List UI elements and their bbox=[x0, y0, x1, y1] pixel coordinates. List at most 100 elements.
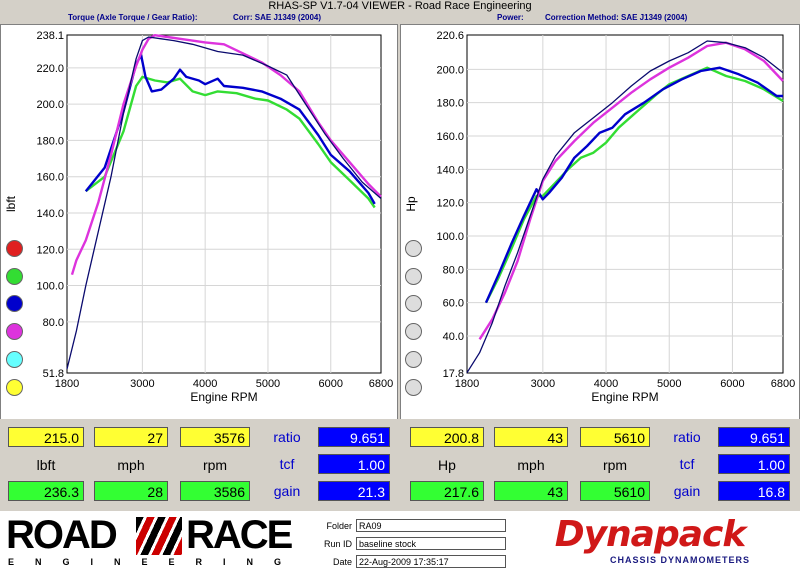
tcf-value: 1.00 bbox=[318, 454, 390, 474]
run-toggle-6-empty[interactable] bbox=[405, 379, 422, 396]
logo-engineering-text: ENGINEERING bbox=[8, 557, 303, 567]
y-tick-label: 200.0 bbox=[36, 99, 64, 111]
x-axis-label: Engine RPM bbox=[591, 390, 658, 404]
rpm-unit-label: rpm bbox=[202, 457, 228, 473]
plot-frame bbox=[66, 34, 382, 374]
run-id-label: Run ID bbox=[323, 539, 352, 549]
run-toggle-5-empty[interactable] bbox=[405, 351, 422, 368]
series-line-4 bbox=[466, 40, 784, 374]
torque-cursor-value: 215.0 bbox=[8, 427, 84, 447]
series-line-2 bbox=[84, 53, 376, 205]
speed-unit-label-right: mph bbox=[517, 457, 545, 473]
y-axis-label: Hp bbox=[404, 196, 418, 212]
speed-max-value-right: 43 bbox=[494, 481, 568, 501]
window-title: RHAS-SP V1.7-04 VIEWER - Road Race Engin… bbox=[0, 0, 800, 12]
series-line-3 bbox=[70, 34, 382, 276]
x-tick-label: 3000 bbox=[531, 378, 555, 390]
y-tick-label: 80.0 bbox=[443, 264, 464, 276]
speed-cursor-value: 27 bbox=[94, 427, 168, 447]
tcf-value-right: 1.00 bbox=[718, 454, 790, 474]
ratio-label: ratio bbox=[273, 429, 301, 445]
y-tick-label: 200.0 bbox=[436, 64, 464, 76]
y-axis-label: lbft bbox=[4, 195, 18, 212]
x-tick-label: 4000 bbox=[594, 378, 618, 390]
logo-road-text: ROAD bbox=[6, 513, 118, 557]
gain-value: 21.3 bbox=[318, 481, 390, 501]
run-toggle-blue[interactable] bbox=[6, 295, 23, 312]
rpm-cursor-value: 3576 bbox=[180, 427, 250, 447]
ratio-value-right: 9.651 bbox=[718, 427, 790, 447]
date-label: Date bbox=[332, 557, 352, 567]
x-tick-label: 1800 bbox=[455, 378, 479, 390]
y-tick-label: 140.0 bbox=[436, 164, 464, 176]
y-tick-label: 51.8 bbox=[43, 368, 64, 380]
y-tick-label: 60.0 bbox=[443, 298, 464, 310]
y-tick-label: 100.0 bbox=[436, 231, 464, 243]
y-tick-label: 17.8 bbox=[443, 368, 464, 380]
folder-field: RA09 bbox=[356, 519, 506, 532]
logo-stripes bbox=[136, 517, 182, 555]
plot-frame bbox=[466, 34, 784, 374]
y-tick-label: 80.0 bbox=[43, 317, 64, 329]
speed-unit-label: mph bbox=[117, 457, 145, 473]
ratio-label-right: ratio bbox=[673, 429, 701, 445]
gain-label-right: gain bbox=[673, 483, 701, 499]
y-tick-label: 220.0 bbox=[36, 63, 64, 75]
dynapack-logo: Dynapack bbox=[554, 514, 747, 555]
tcf-label-right: tcf bbox=[679, 456, 695, 472]
power-max-value: 217.6 bbox=[410, 481, 484, 501]
run-toggle-yellow[interactable] bbox=[6, 379, 23, 396]
torque-max-value: 236.3 bbox=[8, 481, 84, 501]
power-header-label: Power: bbox=[497, 13, 524, 22]
run-toggle-green[interactable] bbox=[6, 268, 23, 285]
torque-header-label: Torque (Axle Torque / Gear Ratio): bbox=[68, 13, 198, 22]
torque-correction-label: Corr: SAE J1349 (2004) bbox=[233, 13, 322, 22]
ratio-value: 9.651 bbox=[318, 427, 390, 447]
rpm-unit-label-right: rpm bbox=[602, 457, 628, 473]
series-line-1 bbox=[484, 66, 784, 304]
run-toggle-4-empty[interactable] bbox=[405, 323, 422, 340]
x-tick-label: 5000 bbox=[256, 378, 280, 390]
x-tick-label: 4000 bbox=[193, 378, 217, 390]
y-tick-label: 160.0 bbox=[436, 131, 464, 143]
series-line-4 bbox=[66, 36, 382, 370]
power-unit-label: Hp bbox=[438, 457, 456, 473]
run-id-field: baseline stock bbox=[356, 537, 506, 550]
speed-max-value: 28 bbox=[94, 481, 168, 501]
series-line-1 bbox=[85, 75, 376, 209]
run-toggle-red[interactable] bbox=[6, 240, 23, 257]
run-toggle-1-empty[interactable] bbox=[405, 240, 422, 257]
x-tick-label: 3000 bbox=[130, 378, 154, 390]
rpm-cursor-value-right: 5610 bbox=[580, 427, 650, 447]
y-tick-label: 220.6 bbox=[436, 30, 464, 42]
series-line-3 bbox=[478, 41, 784, 340]
x-tick-label: 5000 bbox=[657, 378, 681, 390]
y-tick-label: 160.0 bbox=[36, 172, 64, 184]
rpm-max-value: 3586 bbox=[180, 481, 250, 501]
y-tick-label: 100.0 bbox=[36, 281, 64, 293]
run-toggle-2-empty[interactable] bbox=[405, 268, 422, 285]
tcf-label: tcf bbox=[279, 456, 295, 472]
dynapack-subtitle: CHASSIS DYNAMOMETERS bbox=[609, 555, 750, 565]
series-line-2 bbox=[484, 66, 783, 304]
logo-race-text: RACE bbox=[186, 513, 293, 557]
x-tick-label: 6000 bbox=[319, 378, 343, 390]
speed-cursor-value-right: 43 bbox=[494, 427, 568, 447]
run-toggle-magenta[interactable] bbox=[6, 323, 23, 340]
x-tick-label: 1800 bbox=[55, 378, 79, 390]
y-tick-label: 238.1 bbox=[36, 30, 64, 42]
y-tick-label: 180.0 bbox=[36, 135, 64, 147]
y-tick-label: 120.0 bbox=[36, 244, 64, 256]
run-toggle-cyan[interactable] bbox=[6, 351, 23, 368]
footer: ROAD RACE ENGINEERING Folder RA09 Run ID… bbox=[0, 511, 800, 570]
run-toggle-3-empty[interactable] bbox=[405, 295, 422, 312]
y-tick-label: 140.0 bbox=[36, 208, 64, 220]
x-tick-label: 6000 bbox=[720, 378, 744, 390]
road-race-logo: ROAD RACE ENGINEERING bbox=[4, 513, 314, 568]
power-chart-panel: 220.6 200.0 180.0 160.0 140.0 120.0 100.0 80.0 6… bbox=[400, 24, 800, 420]
power-correction-label: Correction Method: SAE J1349 (2004) bbox=[545, 13, 688, 22]
x-tick-label: 6800 bbox=[771, 378, 795, 390]
y-tick-label: 180.0 bbox=[436, 98, 464, 110]
torque-chart-panel: 238.1 220.0 200.0 180.0 160.0 140.0 120.0 100.0… bbox=[0, 24, 398, 420]
gain-label: gain bbox=[273, 483, 301, 499]
